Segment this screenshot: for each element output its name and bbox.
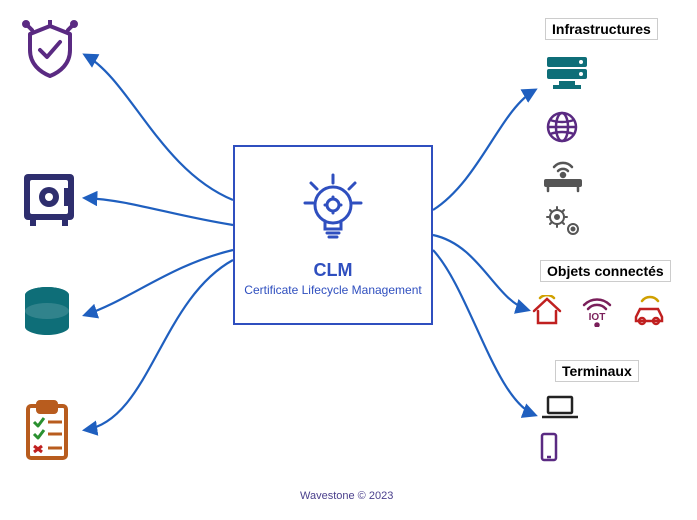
section-infrastructures: Infrastructures <box>545 18 658 40</box>
section-terminaux: Terminaux <box>555 360 639 382</box>
iot-icons-row: IOT <box>530 295 668 332</box>
clipboard-icon <box>22 400 72 462</box>
section-objets-connectes: Objets connectés <box>540 260 671 282</box>
laptop-icon <box>540 395 580 426</box>
database-icon <box>20 285 74 343</box>
phone-icon <box>540 432 558 467</box>
clm-title: CLM <box>314 260 353 281</box>
iot-icon: IOT <box>578 295 616 332</box>
safe-icon <box>20 170 78 228</box>
router-icon <box>540 155 586 193</box>
svg-text:IOT: IOT <box>589 312 606 323</box>
terminaux-icons-row <box>540 395 580 467</box>
connected-car-icon <box>630 295 668 332</box>
lightbulb-icon <box>301 173 365 250</box>
gears-icon <box>545 205 583 239</box>
globe-icon <box>545 110 579 144</box>
smarthome-icon <box>530 295 564 332</box>
footer-copyright: Wavestone © 2023 <box>300 490 393 502</box>
server-icon <box>545 55 589 95</box>
clm-subtitle: Certificate Lifecycle Management <box>244 283 421 297</box>
clm-center-box: CLM Certificate Lifecycle Management <box>233 145 433 325</box>
shield-icon <box>20 20 80 80</box>
